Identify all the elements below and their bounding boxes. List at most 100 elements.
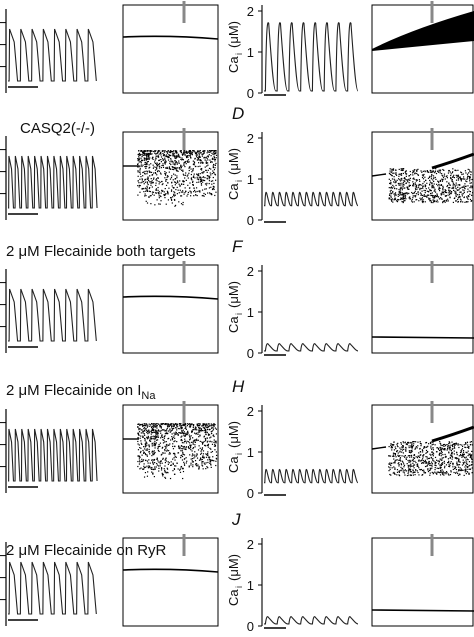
phase-dot bbox=[203, 435, 206, 437]
phase-dot bbox=[156, 439, 159, 441]
phase-dot bbox=[158, 193, 160, 195]
ca-phase-dot bbox=[402, 181, 405, 183]
phase-dot bbox=[172, 186, 174, 189]
phase-dot bbox=[160, 460, 163, 462]
ca-phase-dot bbox=[443, 474, 445, 476]
ca-phase-dot bbox=[412, 458, 414, 460]
phase-dot bbox=[207, 423, 209, 425]
phase-dot bbox=[172, 155, 174, 157]
ca-phase-dot bbox=[451, 179, 453, 181]
ca-phase-dot bbox=[390, 444, 392, 446]
ca-phase-dot bbox=[456, 189, 458, 191]
phase-dot bbox=[207, 169, 209, 171]
phase-dot bbox=[150, 426, 153, 429]
ca-phase-dot bbox=[444, 453, 446, 456]
phase-dot bbox=[189, 182, 191, 184]
phase-dot bbox=[162, 183, 164, 185]
phase-dot bbox=[173, 155, 175, 157]
phase-dot bbox=[152, 178, 155, 180]
ca-phase-dot bbox=[388, 463, 390, 465]
ca-phase-dot bbox=[393, 193, 395, 195]
phase-dot bbox=[138, 455, 141, 457]
phase-dot bbox=[191, 171, 193, 173]
ca-phase-dot bbox=[442, 175, 444, 177]
ca-phase-dot bbox=[390, 443, 392, 445]
phase-dot bbox=[208, 425, 211, 427]
phase-dot bbox=[139, 461, 141, 463]
phase-dot bbox=[163, 191, 165, 193]
ca-phase-dot bbox=[423, 185, 425, 187]
phase-dot bbox=[191, 154, 193, 156]
ca-phase-dot bbox=[401, 467, 404, 470]
phase-box bbox=[122, 264, 219, 354]
phase-dot bbox=[169, 154, 171, 157]
phase-line bbox=[122, 35, 219, 40]
ca-phase-dot bbox=[441, 447, 443, 449]
ca-phase-dot bbox=[410, 471, 413, 473]
phase-dot bbox=[140, 432, 142, 434]
ca-phase-dot bbox=[404, 454, 406, 457]
phase-dot bbox=[195, 165, 197, 168]
ca-phase-dot bbox=[425, 446, 428, 448]
ca-phase-dot bbox=[464, 446, 466, 448]
ca-phase-dot bbox=[426, 182, 428, 184]
phase-dot bbox=[173, 173, 175, 175]
phase-dot bbox=[147, 160, 149, 163]
phase-dot bbox=[148, 196, 150, 198]
phase-dot bbox=[207, 461, 209, 464]
ca-phase-dot bbox=[432, 452, 434, 454]
ca-phase-dot bbox=[445, 471, 448, 473]
phase-dot bbox=[151, 153, 153, 155]
ca-phase-dot bbox=[468, 446, 470, 448]
phase-dot bbox=[199, 430, 201, 432]
ca-phase-dot bbox=[426, 451, 428, 454]
phase-dot bbox=[181, 430, 183, 432]
phase-dot bbox=[215, 442, 217, 444]
phase-dot bbox=[153, 424, 155, 426]
phase-dot bbox=[169, 150, 171, 152]
ca-phase-dot bbox=[424, 471, 427, 474]
ap-trace bbox=[8, 28, 97, 82]
phase-dot bbox=[145, 166, 147, 168]
ca-phase-dot bbox=[463, 453, 465, 456]
ca-phase-dot bbox=[455, 199, 457, 202]
ca-phase-dot bbox=[389, 168, 391, 170]
phase-dot bbox=[144, 452, 146, 455]
phase-dot bbox=[204, 439, 207, 441]
phase-dot bbox=[146, 426, 149, 428]
ca-phase-dot bbox=[466, 178, 468, 180]
phase-dot bbox=[180, 158, 182, 160]
phase-dot bbox=[165, 446, 167, 448]
ca-phase-dot bbox=[461, 454, 463, 456]
phase-dot bbox=[185, 151, 187, 154]
ca-phase-dot bbox=[416, 447, 418, 449]
phase-dot bbox=[187, 423, 190, 425]
phase-dot bbox=[185, 428, 187, 430]
phase-dot bbox=[148, 190, 150, 192]
phase-dot bbox=[184, 440, 187, 442]
phase-dot bbox=[143, 159, 145, 161]
ca-phase-dot bbox=[412, 472, 414, 474]
ca-phase-dot bbox=[445, 444, 447, 446]
ca-phase-dot bbox=[448, 189, 450, 191]
phase-dot bbox=[189, 426, 191, 428]
ca-phase-dot bbox=[464, 457, 466, 459]
ca-phase-dot bbox=[428, 469, 431, 472]
ca-phase-dot bbox=[425, 195, 427, 197]
phase-dot bbox=[151, 454, 153, 457]
phase-dot bbox=[182, 180, 184, 183]
ca-phase-dot bbox=[449, 184, 451, 186]
phase-dot bbox=[141, 155, 143, 158]
ca-phase-dot bbox=[440, 471, 442, 474]
ca-phase-dot bbox=[408, 184, 410, 186]
ca-phase-dot bbox=[398, 199, 400, 201]
ca-phase-dot bbox=[405, 193, 407, 195]
ca-phase-dot bbox=[447, 194, 449, 196]
phase-dot bbox=[182, 448, 184, 450]
ca-phase-dot bbox=[427, 445, 429, 447]
ca-phase-dot bbox=[469, 171, 471, 173]
phase-dot bbox=[149, 153, 152, 155]
phase-dot bbox=[170, 430, 172, 432]
ca-phase-dot bbox=[418, 467, 420, 469]
ca-phase-dot bbox=[421, 201, 424, 203]
